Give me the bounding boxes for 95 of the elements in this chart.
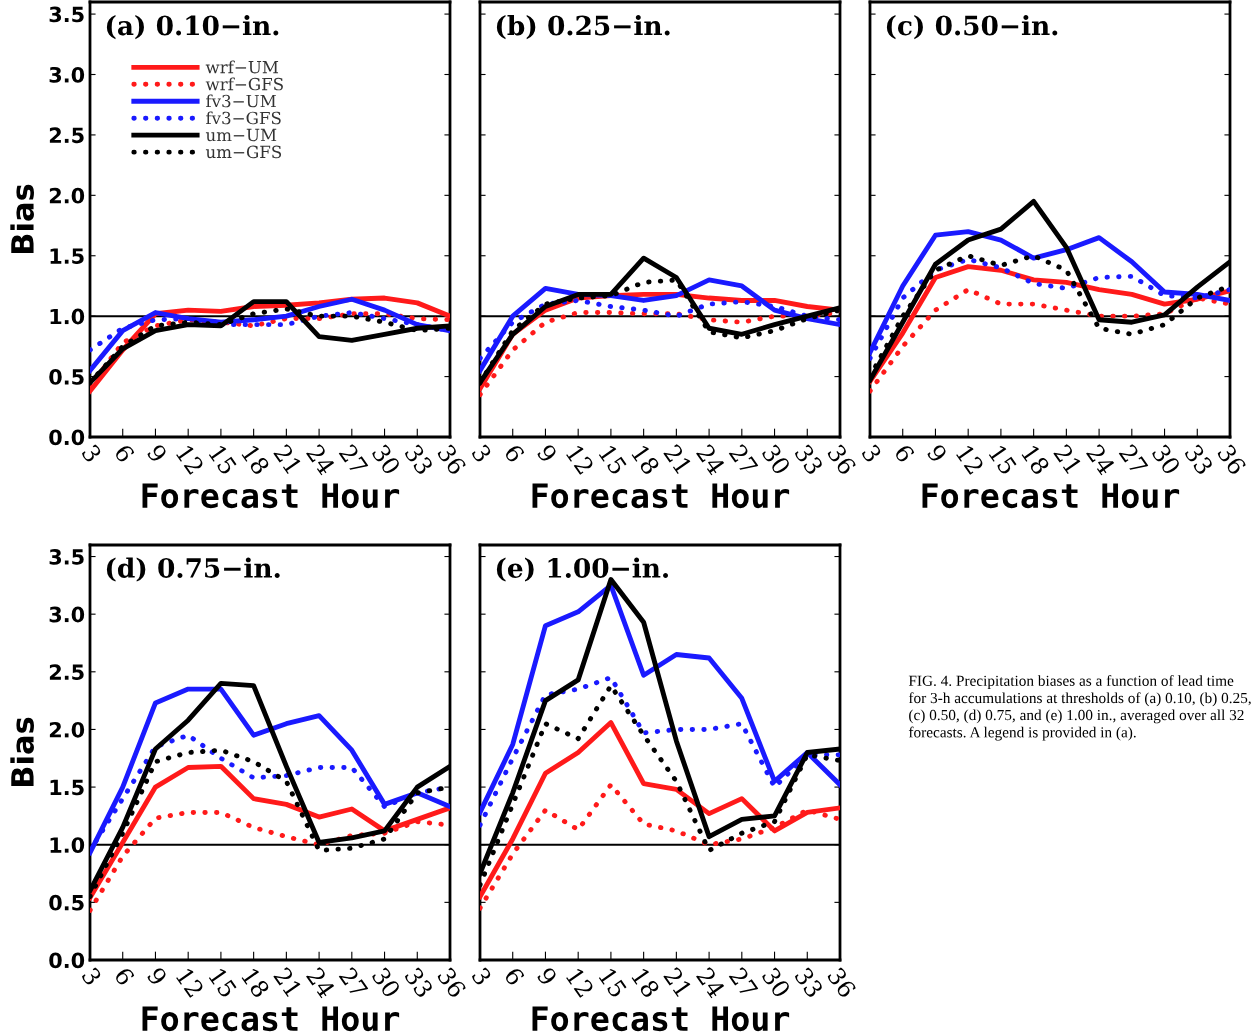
y-tick-label: 0.0 [49, 429, 85, 446]
y-tick-label: 3.5 [49, 548, 84, 565]
x-tick-label: 27 [728, 443, 759, 476]
x-tick-label: 24 [696, 443, 727, 476]
x-axis-title: Forecast Hour [142, 483, 400, 509]
x-tick-label: 3 [861, 443, 883, 464]
x-tick-label: 30 [371, 443, 402, 476]
x-tick-label: 33 [1184, 443, 1214, 476]
x-tick-label: 6 [113, 966, 136, 987]
x-tick-label: 36 [826, 966, 857, 999]
x-tick-label: 24 [696, 966, 727, 999]
legend-label: wrf−GFS [205, 77, 283, 91]
x-tick-label: 27 [1118, 443, 1149, 476]
x-tick-label: 33 [404, 443, 434, 476]
x-tick-label: 9 [146, 966, 168, 987]
legend-label: wrf−UM [205, 60, 279, 74]
x-tick-label: 36 [1216, 443, 1247, 476]
chart-title: (a) 0.10−in. [106, 15, 279, 40]
x-tick-label: 12 [955, 444, 985, 475]
x-tick-label: 24 [306, 966, 337, 999]
y-tick-label: 2.0 [49, 187, 85, 204]
x-axis-title: Forecast Hour [532, 483, 790, 509]
x-tick-label: 3 [81, 443, 103, 464]
x-tick-label: 30 [761, 443, 792, 476]
x-axis-title: Forecast Hour [142, 1006, 400, 1032]
y-tick-label: 1.5 [50, 779, 84, 796]
x-tick-label: 21 [273, 443, 303, 475]
x-axis-title: Forecast Hour [922, 483, 1180, 509]
x-tick-label: 27 [338, 966, 369, 999]
x-tick-label: 36 [436, 443, 467, 476]
x-tick-label: 24 [1086, 443, 1117, 476]
x-tick-label: 6 [503, 443, 526, 464]
x-tick-label: 15 [598, 444, 628, 476]
y-tick-label: 0.5 [49, 894, 84, 911]
x-tick-label: 36 [826, 443, 857, 476]
x-tick-label: 21 [1053, 443, 1083, 475]
x-tick-label: 15 [208, 967, 238, 999]
x-tick-label: 33 [404, 966, 434, 999]
x-tick-label: 18 [631, 967, 661, 999]
y-tick-label: 2.5 [49, 664, 84, 681]
x-tick-label: 6 [113, 443, 136, 464]
chart-title: (b) 0.25−in. [496, 15, 670, 40]
x-tick-label: 18 [631, 444, 661, 476]
x-tick-label: 30 [1151, 443, 1182, 476]
x-axis-title: Forecast Hour [532, 1006, 790, 1032]
x-tick-label: 3 [471, 443, 493, 464]
y-tick-label: 0.5 [49, 369, 84, 385]
y-tick-label: 2.5 [49, 127, 84, 144]
x-tick-label: 6 [893, 443, 916, 464]
y-tick-label: 1.0 [50, 308, 85, 325]
x-tick-label: 3 [81, 966, 103, 987]
y-axis-title: Bias [10, 184, 34, 253]
x-tick-label: 18 [1021, 444, 1051, 476]
x-tick-label: 9 [536, 966, 558, 987]
x-tick-label: 27 [338, 443, 369, 476]
x-tick-label: 3 [471, 966, 493, 987]
x-tick-label: 18 [241, 444, 271, 476]
y-tick-label: 2.0 [49, 721, 85, 738]
x-tick-label: 12 [175, 444, 205, 475]
x-tick-label: 24 [306, 443, 337, 476]
x-tick-label: 9 [146, 443, 168, 464]
x-tick-label: 21 [663, 443, 693, 475]
y-tick-label: 0.0 [49, 952, 85, 969]
y-tick-label: 3.0 [49, 606, 85, 623]
caption: FIG. 4. Precipitation biases as a function of lead time for 3-h accumulations at thresholds of (a) 0.10, (b) 0.25, (c) 0.50, (d) 0.75, and (e) 1.00 in., averaged over all 32 forecasts. A legend is provided in (a). [908, 675, 1251, 741]
x-tick-label: 9 [536, 443, 558, 464]
x-tick-label: 18 [241, 967, 271, 999]
chart-title: (c) 0.50−in. [886, 15, 1058, 40]
x-tick-label: 27 [728, 966, 759, 999]
chart-title: (d) 0.75−in. [106, 557, 280, 582]
legend-label: fv3−UM [206, 94, 276, 108]
x-tick-label: 33 [794, 443, 824, 476]
x-tick-label: 6 [503, 966, 526, 987]
chart-title: (e) 1.00−in. [496, 557, 668, 582]
legend-label: um−GFS [205, 145, 282, 159]
x-tick-label: 33 [794, 966, 824, 999]
x-tick-label: 15 [988, 444, 1018, 476]
x-tick-label: 30 [371, 966, 402, 999]
y-tick-label: 1.0 [50, 837, 85, 853]
x-tick-label: 21 [663, 966, 693, 998]
x-tick-label: 30 [761, 966, 792, 999]
legend-label: fv3−GFS [206, 111, 281, 125]
y-tick-label: 3.0 [49, 66, 85, 83]
x-tick-label: 12 [565, 967, 595, 998]
y-axis-title: Bias [10, 717, 34, 786]
y-tick-label: 1.5 [50, 248, 84, 264]
x-tick-label: 12 [565, 444, 595, 475]
x-tick-label: 9 [926, 443, 948, 464]
x-tick-label: 15 [208, 444, 238, 476]
x-tick-label: 15 [598, 967, 628, 999]
x-tick-label: 21 [273, 966, 303, 998]
y-tick-label: 3.5 [49, 6, 84, 23]
x-tick-label: 12 [175, 967, 205, 998]
x-tick-label: 36 [436, 966, 467, 999]
legend-label: um−UM [205, 128, 277, 142]
